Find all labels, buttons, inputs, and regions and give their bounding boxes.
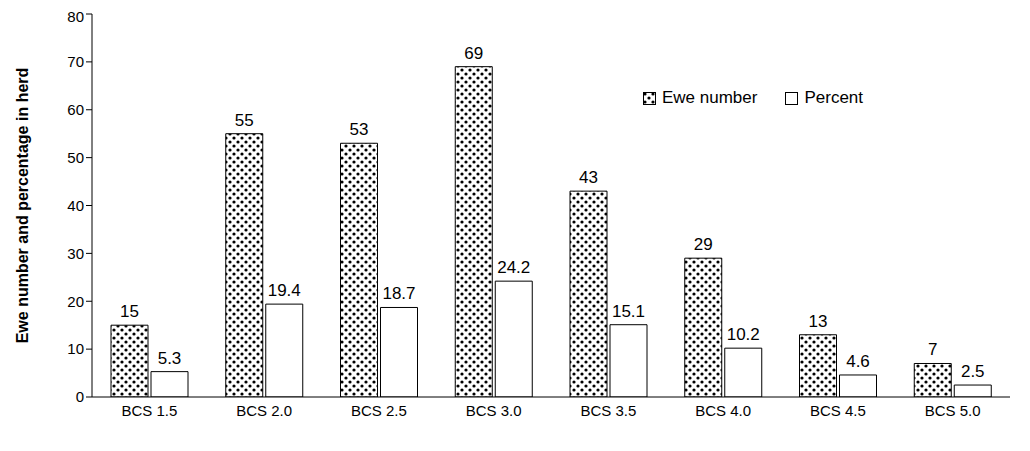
svg-text:29: 29 xyxy=(694,235,713,254)
svg-text:2.5: 2.5 xyxy=(961,362,985,381)
svg-text:7: 7 xyxy=(928,340,937,359)
svg-text:55: 55 xyxy=(235,111,254,130)
svg-text:70: 70 xyxy=(67,53,84,70)
svg-text:5.3: 5.3 xyxy=(158,349,182,368)
svg-text:19.4: 19.4 xyxy=(268,281,301,300)
html-text:Ewe number: Ewe number xyxy=(662,88,758,107)
svg-text:43: 43 xyxy=(579,168,598,187)
svg-text:BCS 4.5: BCS 4.5 xyxy=(810,402,866,419)
svg-text:15: 15 xyxy=(120,302,139,321)
svg-text:18.7: 18.7 xyxy=(382,284,415,303)
svg-text:30: 30 xyxy=(67,245,84,262)
svg-text:BCS 5.0: BCS 5.0 xyxy=(925,402,981,419)
svg-text:60: 60 xyxy=(67,101,84,118)
svg-text:BCS 4.0: BCS 4.0 xyxy=(695,402,751,419)
svg-text:BCS 1.5: BCS 1.5 xyxy=(121,402,177,419)
svg-text:0: 0 xyxy=(76,388,84,405)
svg-text:13: 13 xyxy=(809,312,828,331)
svg-text:10: 10 xyxy=(67,340,84,357)
svg-text:20: 20 xyxy=(67,293,84,310)
svg-text:80: 80 xyxy=(67,8,84,25)
svg-text:24.2: 24.2 xyxy=(497,258,530,277)
svg-text:10.2: 10.2 xyxy=(727,325,760,344)
svg-text:53: 53 xyxy=(350,120,369,139)
svg-text:BCS 3.0: BCS 3.0 xyxy=(466,402,522,419)
svg-text:Ewe number and percentage in h: Ewe number and percentage in herd xyxy=(14,68,31,344)
svg-text:40: 40 xyxy=(67,197,84,214)
svg-text:50: 50 xyxy=(67,149,84,166)
svg-text:15.1: 15.1 xyxy=(612,302,645,321)
svg-text:BCS 2.5: BCS 2.5 xyxy=(351,402,407,419)
svg-text:BCS 2.0: BCS 2.0 xyxy=(236,402,292,419)
svg-text:BCS 3.5: BCS 3.5 xyxy=(580,402,636,419)
html-text:Percent: Percent xyxy=(804,88,863,107)
svg-text:4.6: 4.6 xyxy=(846,352,870,371)
svg-text:69: 69 xyxy=(464,44,483,63)
